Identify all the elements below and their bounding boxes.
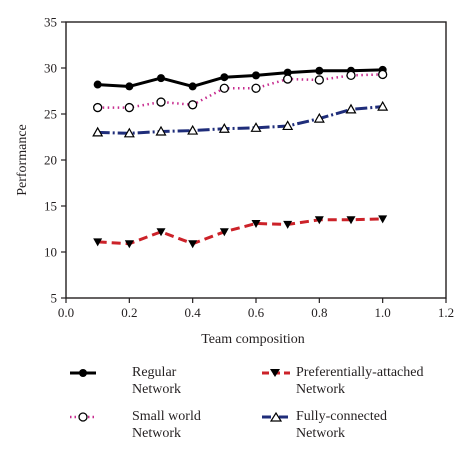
legend-label-regular-network: Regular Network [132,365,181,397]
x-tick-label: 0.0 [58,305,74,320]
data-point [156,228,166,237]
data-point [125,82,134,91]
series-line-small-world-network [97,73,383,109]
data-point [218,122,230,133]
legend-item-preferentially-attached-network: Preferentially-attached Network [258,364,468,408]
data-point [188,240,198,249]
data-point [220,73,229,82]
legend-swatch-preferentially-attached-network [262,369,290,377]
data-point [283,220,293,229]
data-point [156,97,166,107]
data-point [314,216,324,225]
x-tick-label: 0.4 [185,305,202,320]
data-point [378,215,388,224]
chart-series [92,65,389,249]
data-point [92,126,104,137]
data-point [345,103,357,114]
series-line-fully-connected-network [97,105,383,135]
y-axis-label: Performance [15,124,30,196]
legend-label-fully-connected-network: Fully-connected Network [296,409,387,441]
series-preferentially-attached-network [93,215,388,249]
y-tick-label: 5 [51,291,58,306]
y-tick-label: 30 [44,61,57,76]
data-point [314,75,324,85]
legend-swatch-fully-connected-network [262,411,290,422]
x-tick-label: 0.2 [121,305,137,320]
y-tick-label: 25 [44,107,57,122]
plot-frame [65,21,447,299]
data-point [283,68,292,77]
y-tick-label: 10 [44,245,57,260]
y-tick-label: 15 [44,199,57,214]
data-point [283,74,293,84]
data-point [315,66,324,75]
data-point [378,69,388,80]
data-point [313,112,325,123]
legend-swatch-small-world-network [70,412,96,422]
data-point [188,100,198,110]
data-point [251,219,261,228]
x-tick-label: 1.2 [438,305,454,320]
series-regular-network [93,65,387,91]
data-point [252,71,260,80]
data-point [188,82,197,91]
series-line-regular-network [97,68,383,88]
legend-label-preferentially-attached-network: Preferentially-attached Network [296,365,424,397]
data-point [187,124,199,135]
data-point [123,127,135,138]
chart-legend: Regular Network Preferentially-attached … [0,360,474,458]
x-axis-label: Team composition [201,332,305,347]
line-chart: 5 10 15 20 25 30 35 0.0 0.2 0.4 0.6 0.8 1.0 1.2 Perfo… [15,15,454,348]
series-small-world-network [93,69,388,113]
legend-swatch-regular-network [70,369,96,377]
chart-axes: 5 10 15 20 25 30 35 0.0 0.2 0.4 0.6 0.8 1.0 1.2 [44,15,454,321]
x-tick-label: 1.0 [375,305,391,320]
data-point [219,228,229,237]
legend-label-small-world-network: Small world Network [132,409,201,441]
legend-item-small-world-network: Small world Network [66,408,276,452]
data-point [93,102,103,113]
data-point [124,102,134,113]
data-point [251,83,261,93]
data-point [346,70,356,81]
data-point [155,125,167,136]
data-point [219,83,229,93]
series-fully-connected-network [92,100,389,138]
series-line-preferentially-attached-network [97,217,383,246]
x-tick-label: 0.8 [311,305,327,320]
data-point [124,240,134,249]
legend-item-fully-connected-network: Fully-connected Network [258,408,468,452]
data-point [377,100,389,111]
legend-item-regular-network: Regular Network [66,364,276,408]
data-point [346,216,356,225]
data-point [93,238,103,247]
x-tick-label: 0.6 [248,305,265,320]
y-tick-label: 20 [44,153,57,168]
data-point [157,74,165,83]
data-point [282,120,294,131]
y-tick-label: 35 [44,15,57,30]
data-point [93,80,102,89]
data-point [250,122,262,132]
